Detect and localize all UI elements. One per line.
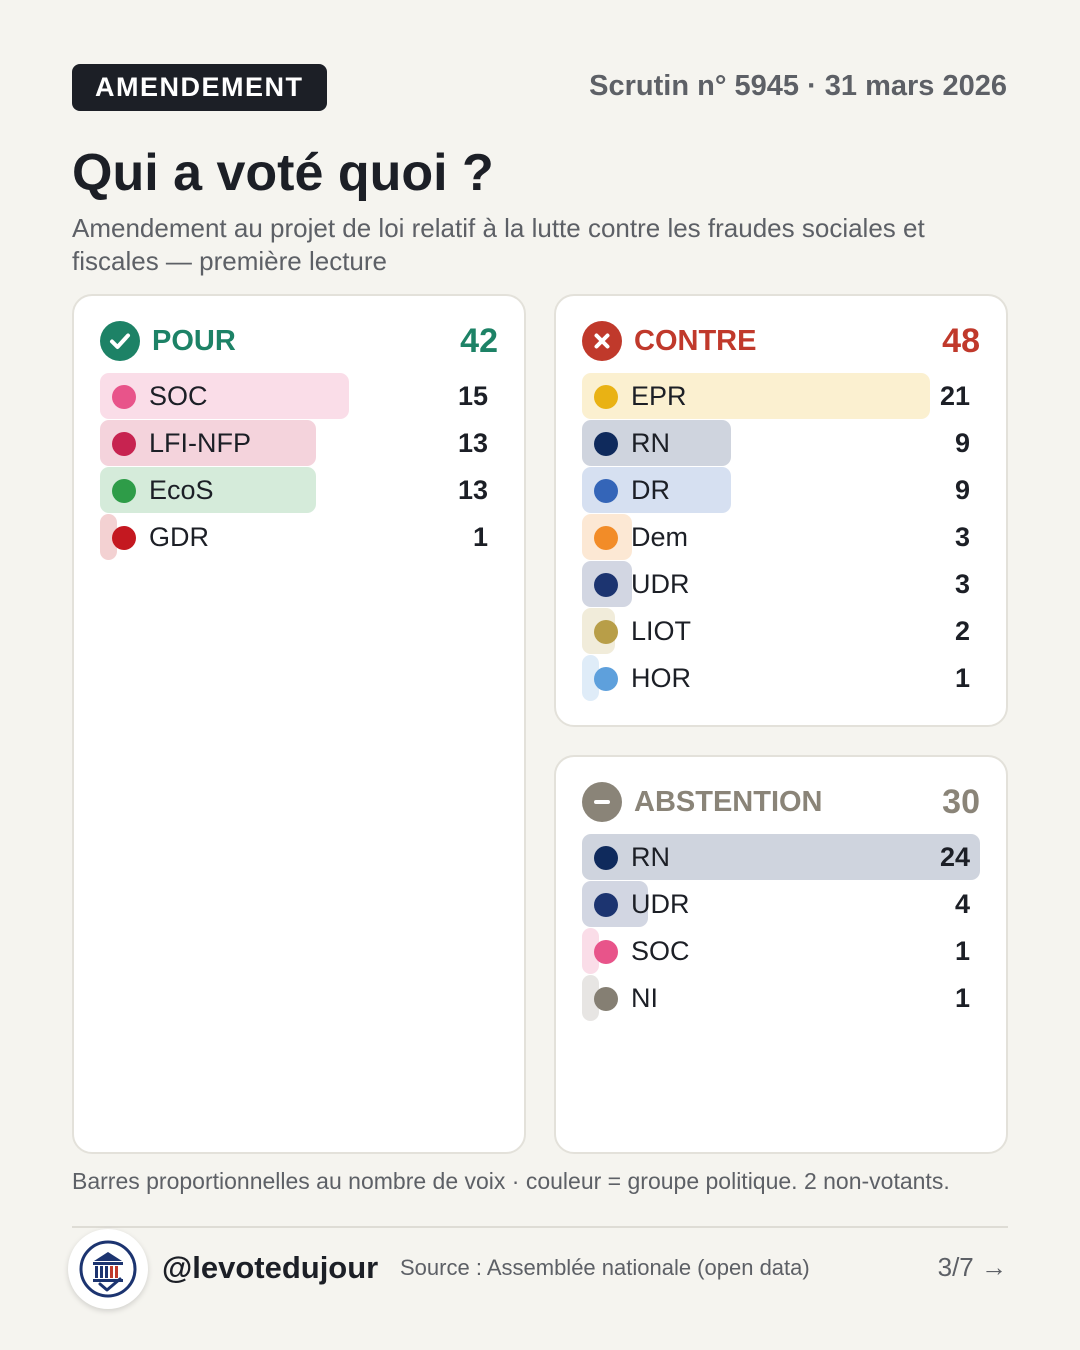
contre-total: 48 [942, 322, 980, 360]
group-label: LFI-NFP [149, 428, 252, 458]
vote-count: 13 [457, 428, 488, 458]
vote-count: 1 [954, 983, 970, 1013]
group-label: LIOT [631, 616, 692, 646]
vote-count: 24 [939, 842, 970, 872]
pour-label: POUR [152, 325, 236, 357]
vote-count: 15 [457, 381, 488, 411]
vote-count: 9 [954, 475, 970, 505]
abstention-rows: RN 24 UDR 4 SOC 1 NI 1 [582, 834, 980, 1022]
bar-row: LIOT 2 [582, 608, 980, 655]
group-color-dot [594, 667, 618, 691]
contre-card: CONTRE 48 EPR 21 RN 9 DR 9 Dem 3 UDR 3 LIOT 2 HOR 1 [554, 294, 1008, 727]
group-label: RN [631, 428, 670, 458]
footer-divider [72, 1226, 1008, 1228]
bar-row: EcoS 13 [100, 467, 498, 514]
bar [582, 928, 599, 974]
avatar[interactable] [68, 1229, 148, 1309]
abstention-header: ABSTENTION 30 [582, 782, 980, 822]
group-color-dot [594, 526, 618, 550]
abstention-label: ABSTENTION [634, 786, 823, 818]
bar-row: GDR 1 [100, 514, 498, 561]
group-label: SOC [631, 936, 690, 966]
bar [582, 655, 599, 701]
group-label: GDR [149, 522, 209, 552]
group-color-dot [594, 846, 618, 870]
group-color-dot [112, 385, 136, 409]
group-color-dot [112, 479, 136, 503]
pour-rows: SOC 15 LFI-NFP 13 EcoS 13 GDR 1 [100, 373, 498, 561]
group-color-dot [594, 620, 618, 644]
abstention-card: ABSTENTION 30 RN 24 UDR 4 SOC 1 NI 1 [554, 755, 1008, 1154]
contre-label: CONTRE [634, 325, 757, 357]
account-handle[interactable]: @levotedujour [162, 1250, 379, 1285]
bar-row: DR 9 [582, 467, 980, 514]
bar-row: UDR 3 [582, 561, 980, 608]
minus-icon [582, 782, 622, 822]
vote-count: 1 [472, 522, 488, 552]
vote-count: 9 [954, 428, 970, 458]
pour-header: POUR 42 [100, 321, 498, 361]
scrutin-info: Scrutin n° 5945 · 31 mars 2026 [589, 70, 1007, 102]
group-color-dot [112, 432, 136, 456]
group-label: NI [631, 983, 658, 1013]
vote-count: 13 [457, 475, 488, 505]
bar [100, 514, 117, 560]
bar-row: LFI-NFP 13 [100, 420, 498, 467]
contre-rows: EPR 21 RN 9 DR 9 Dem 3 UDR 3 LIOT 2 HOR 1 [582, 373, 980, 702]
vote-count: 3 [954, 569, 970, 599]
page-subtitle: Amendement au projet de loi relatif à la… [72, 213, 925, 276]
source-credit: Source : Assemblée nationale (open data) [400, 1255, 810, 1280]
contre-header: CONTRE 48 [582, 321, 980, 361]
check-icon [100, 321, 140, 361]
group-color-dot [594, 479, 618, 503]
cross-icon [582, 321, 622, 361]
vote-count: 1 [954, 936, 970, 966]
group-label: UDR [631, 889, 690, 919]
bar-row: UDR 4 [582, 881, 980, 928]
group-label: EcoS [149, 475, 214, 505]
bar-row: RN 24 [582, 834, 980, 881]
pour-total: 42 [460, 322, 498, 360]
bar [582, 834, 980, 880]
group-color-dot [112, 526, 136, 550]
abstention-total: 30 [942, 783, 980, 821]
group-label: SOC [149, 381, 208, 411]
bar-row: SOC 1 [582, 928, 980, 975]
group-label: EPR [631, 381, 687, 411]
group-label: DR [631, 475, 670, 505]
bar-row: NI 1 [582, 975, 980, 1022]
vote-count: 3 [954, 522, 970, 552]
bar-row: RN 9 [582, 420, 980, 467]
group-color-dot [594, 432, 618, 456]
group-label: RN [631, 842, 670, 872]
bar-row: Dem 3 [582, 514, 980, 561]
bar-row: HOR 1 [582, 655, 980, 702]
vote-count: 4 [954, 889, 970, 919]
bar [100, 373, 349, 419]
group-label: Dem [631, 522, 689, 552]
page-indicator[interactable]: 3/7 → [937, 1252, 1007, 1282]
footnote: Barres proportionnelles au nombre de voi… [72, 1168, 950, 1194]
bar [582, 373, 931, 419]
group-color-dot [594, 987, 618, 1011]
group-color-dot [594, 573, 618, 597]
page-title: Qui a voté quoi ? [72, 144, 494, 202]
group-color-dot [594, 940, 618, 964]
vote-count: 2 [954, 616, 970, 646]
bar-row: SOC 15 [100, 373, 498, 420]
bar [582, 975, 599, 1021]
vote-count: 1 [954, 663, 970, 693]
vote-count: 21 [939, 381, 970, 411]
group-color-dot [594, 385, 618, 409]
bar-row: EPR 21 [582, 373, 980, 420]
amendement-badge: AMENDEMENT [72, 64, 327, 111]
pour-card: POUR 42 SOC 15 LFI-NFP 13 EcoS 13 GDR 1 [72, 294, 526, 1154]
group-label: UDR [631, 569, 690, 599]
group-color-dot [594, 893, 618, 917]
group-label: HOR [631, 663, 691, 693]
assembly-logo-icon [79, 1240, 137, 1298]
